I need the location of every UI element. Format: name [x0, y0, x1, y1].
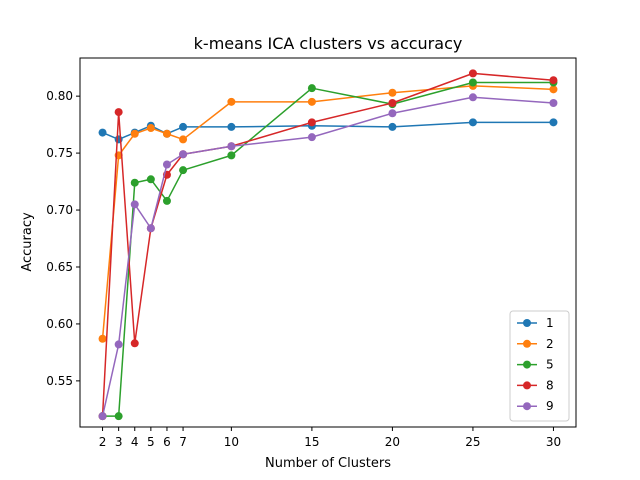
data-point-9: [162, 160, 171, 169]
legend-label-5: 5: [546, 358, 554, 372]
data-point-2: [388, 88, 397, 97]
data-point-5: [146, 175, 155, 184]
data-point-9: [98, 412, 107, 421]
data-point-5: [130, 178, 139, 187]
data-point-2: [130, 129, 139, 138]
legend-marker-8: [523, 381, 531, 390]
data-point-2: [162, 129, 171, 138]
data-point-5: [307, 84, 316, 93]
x-tick-label: 15: [304, 435, 319, 449]
y-tick-label: 0.80: [46, 89, 73, 103]
series-layer: [98, 69, 558, 421]
data-point-2: [179, 135, 188, 144]
x-tick-label: 25: [465, 435, 480, 449]
x-tick-label: 2: [99, 435, 107, 449]
x-tick-label: 10: [224, 435, 239, 449]
data-point-5: [179, 166, 188, 175]
x-tick-label: 6: [163, 435, 171, 449]
legend-label-1: 1: [546, 316, 554, 330]
data-point-2: [146, 124, 155, 133]
y-tick-label: 0.65: [46, 260, 73, 274]
data-point-1: [179, 122, 188, 131]
x-axis: 2 3 4 5 6 7 10 15 20 25 30: [99, 427, 561, 449]
data-point-9: [388, 109, 397, 118]
legend-marker-1: [523, 319, 531, 327]
y-tick-label: 0.70: [46, 203, 73, 217]
data-point-5: [114, 412, 123, 421]
data-point-8: [114, 108, 123, 117]
data-point-1: [227, 122, 236, 131]
y-axis: 0.55 0.60 0.65 0.70 0.75 0.80: [46, 89, 80, 388]
data-point-9: [114, 340, 123, 349]
data-point-8: [468, 69, 477, 78]
x-tick-label: 7: [179, 435, 187, 449]
legend-label-9: 9: [546, 399, 554, 413]
data-point-1: [98, 128, 107, 137]
data-point-1: [549, 118, 558, 127]
plot-area: [80, 58, 576, 427]
axes-frame: [79, 57, 577, 428]
x-tick-label: 3: [115, 435, 123, 449]
x-tick-label: 20: [385, 435, 400, 449]
data-point-5: [468, 78, 477, 87]
chart-title: k-means ICA clusters vs accuracy: [194, 34, 463, 53]
legend-label-2: 2: [546, 337, 554, 351]
data-point-9: [307, 133, 316, 142]
data-point-2: [307, 97, 316, 106]
data-point-8: [130, 339, 139, 348]
data-point-9: [130, 200, 139, 209]
x-tick-label: 5: [147, 435, 155, 449]
legend-marker-5: [523, 360, 531, 369]
y-tick-label: 0.55: [46, 374, 73, 388]
data-point-9: [468, 93, 477, 102]
data-point-9: [227, 142, 236, 151]
x-axis-label: Number of Clusters: [265, 456, 391, 471]
legend-label-8: 8: [546, 378, 554, 392]
data-point-1: [388, 122, 397, 131]
data-point-1: [468, 118, 477, 127]
data-point-9: [549, 98, 558, 107]
data-point-2: [227, 97, 236, 106]
data-point-9: [179, 150, 188, 159]
data-point-2: [549, 85, 558, 94]
data-point-2: [98, 334, 107, 343]
data-point-8: [307, 118, 316, 127]
data-point-8: [549, 76, 558, 85]
data-point-9: [146, 224, 155, 233]
data-point-5: [227, 151, 236, 160]
x-tick-label: 4: [131, 435, 139, 449]
x-tick-label: 30: [546, 435, 561, 449]
legend-marker-2: [523, 339, 531, 348]
data-point-8: [388, 98, 397, 107]
data-point-5: [162, 196, 171, 205]
series-9: [98, 93, 558, 421]
legend: 1 2 5 8 9: [509, 310, 570, 422]
legend-marker-9: [523, 402, 531, 411]
y-tick-label: 0.60: [46, 317, 73, 331]
legend-box: [509, 310, 570, 422]
y-tick-label: 0.75: [46, 146, 73, 160]
y-axis-label: Accuracy: [20, 212, 35, 272]
